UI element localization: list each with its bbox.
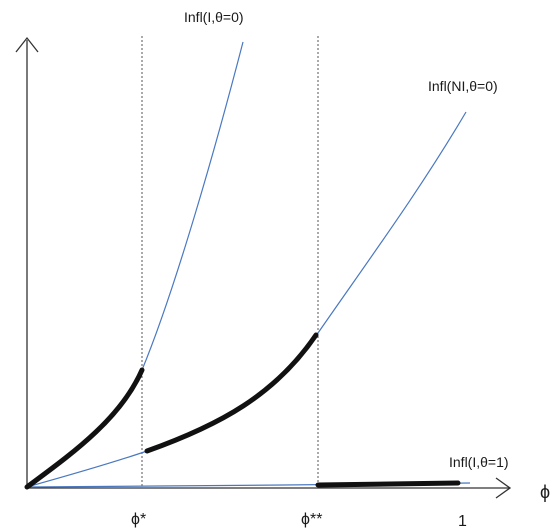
bold-segment-high (318, 483, 458, 485)
tick-label-phi-star: ϕ* (131, 511, 146, 528)
tick-label-one: 1 (458, 513, 467, 530)
curve-infl-i-theta0 (27, 42, 243, 487)
tick-label-phi-double-star: ϕ** (301, 511, 322, 528)
x-axis-variable-label: ϕ (540, 482, 550, 502)
label-infl-ni-theta0: Infl(NI,θ=0) (428, 78, 498, 94)
label-infl-i-theta1: Infl(I,θ=1) (449, 454, 509, 470)
bold-segment-low (27, 370, 142, 487)
label-infl-i-theta0: Infl(I,θ=0) (184, 9, 244, 25)
bold-segment-mid (147, 335, 316, 451)
curve-infl-ni-theta0 (27, 112, 466, 487)
